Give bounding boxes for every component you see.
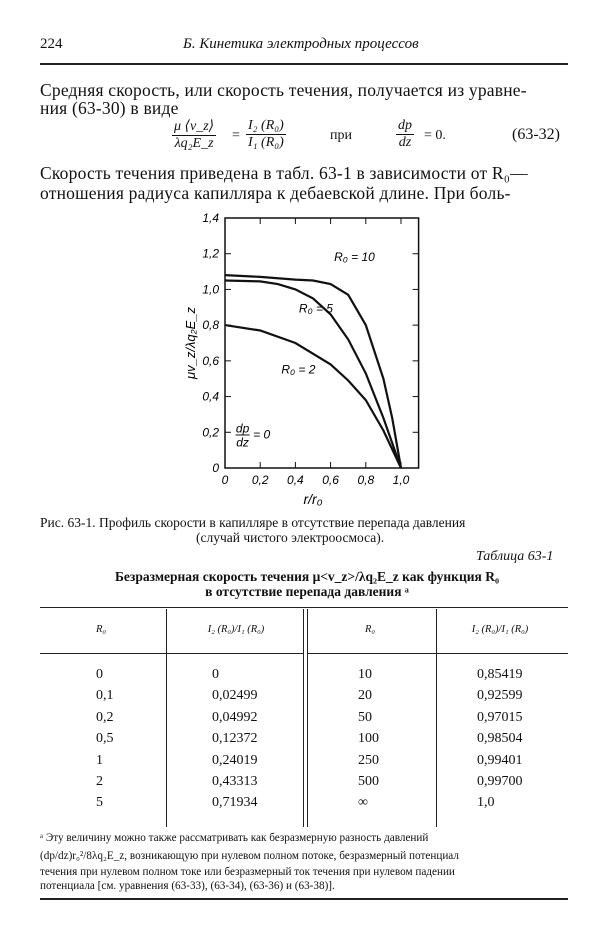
column-header: R₀ bbox=[95, 624, 107, 635]
table-cell: 1 bbox=[96, 752, 103, 768]
table-cell: 0,71934 bbox=[212, 795, 258, 811]
running-title: Б. Кинетика электродных процессов bbox=[183, 36, 419, 52]
condition-value: = 0. bbox=[424, 128, 446, 143]
equals-sign: = bbox=[232, 128, 240, 143]
table-label: Таблица 63-1 bbox=[476, 549, 554, 564]
table-cell: 2 bbox=[96, 774, 103, 789]
equation-rhs: I₂ (R₀) I₁ (R₀) bbox=[246, 118, 286, 151]
series-label: R₀ = 10 bbox=[334, 250, 375, 264]
annotation-denominator: dz bbox=[236, 436, 249, 450]
rhs-denominator: I₁ (R₀) bbox=[248, 135, 284, 150]
table-cell: 0,85419 bbox=[477, 667, 523, 682]
lhs-denominator: λq₂E_z bbox=[174, 136, 214, 151]
series-label: R₀ = 2 bbox=[281, 362, 315, 376]
y-tick-label: 0,4 bbox=[202, 390, 219, 404]
figure-caption-line2: (случай чистого электроосмоса). bbox=[196, 530, 385, 545]
series-label: R₀ = 5 bbox=[299, 302, 333, 316]
table-cell: 100 bbox=[358, 731, 379, 747]
column-divider bbox=[166, 609, 167, 827]
table-cell: 5 bbox=[96, 795, 103, 811]
condition-fraction: dp dz bbox=[396, 118, 414, 151]
table-cell: 0,98504 bbox=[477, 731, 523, 747]
table-cell: 20 bbox=[358, 688, 372, 704]
equation-lhs: μ ⟨v_z⟩ λq₂E_z bbox=[172, 118, 217, 152]
y-tick-label: 0 bbox=[212, 461, 219, 475]
x-tick-label: 0,8 bbox=[357, 473, 374, 487]
x-tick-label: 1,0 bbox=[393, 473, 410, 487]
y-tick-label: 1,4 bbox=[202, 211, 219, 225]
table-cell: 0,92599 bbox=[477, 688, 523, 704]
table-cell: 500 bbox=[358, 774, 379, 789]
table-top-rule bbox=[40, 607, 568, 608]
table-cell: 1,0 bbox=[477, 795, 495, 811]
table-cell: 0 bbox=[96, 667, 103, 682]
footnote-line2: (dp/dz)r₀²/8λq₂E_z, возникающую при нуле… bbox=[40, 850, 459, 862]
column-header: I₂ (R₀)/I₁ (R₀) bbox=[471, 624, 529, 635]
y-tick-label: 0,6 bbox=[202, 354, 219, 368]
paragraph2-line1: Скорость течения приведена в табл. 63-1 … bbox=[40, 163, 528, 183]
column-header: R₀ bbox=[364, 624, 376, 635]
x-tick-label: 0 bbox=[222, 473, 229, 487]
annotation-numerator: dp bbox=[236, 421, 250, 435]
footnote-line4: потенциала [см. уравнения (63-33), (63-3… bbox=[40, 880, 335, 892]
x-axis-label: r/r₀ bbox=[303, 491, 322, 507]
lhs-numerator: μ ⟨v_z⟩ bbox=[172, 119, 217, 136]
y-tick-label: 0,2 bbox=[202, 425, 219, 439]
table-cell: 0,2 bbox=[96, 709, 114, 725]
y-tick-label: 0,8 bbox=[202, 318, 219, 332]
velocity-profile-chart: 0 0,2 0,4 0,6 0,8 1,0 0 0,2 0,4 0,6 0,8 1,0 1,2 1,4 r/… bbox=[183, 211, 420, 507]
series-line bbox=[224, 274, 403, 469]
plot-frame bbox=[224, 217, 420, 469]
table-cell: 0,24019 bbox=[212, 752, 258, 768]
y-axis-label: μv_z/λq₂E_z bbox=[183, 307, 198, 380]
footer-rule bbox=[40, 898, 568, 900]
table-cell: 0 bbox=[212, 667, 219, 682]
table-cell: 0,43313 bbox=[212, 774, 258, 789]
x-tick-label: 0,6 bbox=[322, 473, 339, 487]
table-cell: 250 bbox=[358, 752, 379, 768]
y-tick-label: 1,2 bbox=[202, 247, 219, 261]
x-tick-label: 0,4 bbox=[287, 473, 304, 487]
column-double-divider bbox=[303, 609, 308, 827]
table-cell: 0,04992 bbox=[212, 709, 258, 725]
table-cell: 0,99700 bbox=[477, 774, 523, 789]
series-line bbox=[224, 324, 402, 469]
cond-numerator: dp bbox=[396, 118, 414, 135]
annotation-value: = 0 bbox=[253, 428, 270, 442]
header-rule bbox=[40, 63, 568, 65]
rhs-numerator: I₂ (R₀) bbox=[246, 118, 286, 135]
paragraph1-line2: ния (63-30) в виде bbox=[40, 98, 179, 118]
table-cell: 50 bbox=[358, 709, 372, 725]
table-cell: 0,12372 bbox=[212, 731, 258, 747]
table-cell: 0,5 bbox=[96, 731, 114, 747]
column-header: I₂ (R₀)/I₁ (R₀) bbox=[207, 624, 265, 635]
table-cell: 10 bbox=[358, 667, 372, 682]
table-cell: 0,97015 bbox=[477, 709, 523, 725]
cond-denominator: dz bbox=[398, 135, 412, 150]
table-cell: 0,1 bbox=[96, 688, 114, 704]
paragraph2-line2: отношения радиуса капилляра к дебаевской… bbox=[40, 183, 511, 203]
series-line bbox=[224, 279, 403, 469]
y-tick-label: 1,0 bbox=[202, 282, 219, 296]
table-cell: 0,99401 bbox=[477, 752, 523, 768]
footnote-line1: ᵃ Эту величину можно также рассматривать… bbox=[40, 832, 429, 844]
table-title-line1: Безразмерная скорость течения μ<v_z>/λq₂… bbox=[114, 569, 499, 584]
condition-word: при bbox=[330, 128, 352, 143]
table-title-line2: в отсутствие перепада давления ᵃ bbox=[205, 584, 409, 599]
page-number: 224 bbox=[40, 36, 63, 52]
column-divider bbox=[436, 609, 437, 827]
figure-caption-line1: Рис. 63-1. Профиль скорости в капилляре … bbox=[40, 515, 466, 530]
paragraph1-line1: Средняя скорость, или скорость течения, … bbox=[40, 80, 527, 100]
x-tick-label: 0,2 bbox=[252, 473, 269, 487]
table-cell: ∞ bbox=[358, 795, 368, 811]
table-cell: 0,02499 bbox=[212, 688, 258, 704]
footnote-line3: течения при нулевом полном токе или безр… bbox=[40, 866, 455, 878]
equation-number: (63-32) bbox=[512, 126, 560, 143]
